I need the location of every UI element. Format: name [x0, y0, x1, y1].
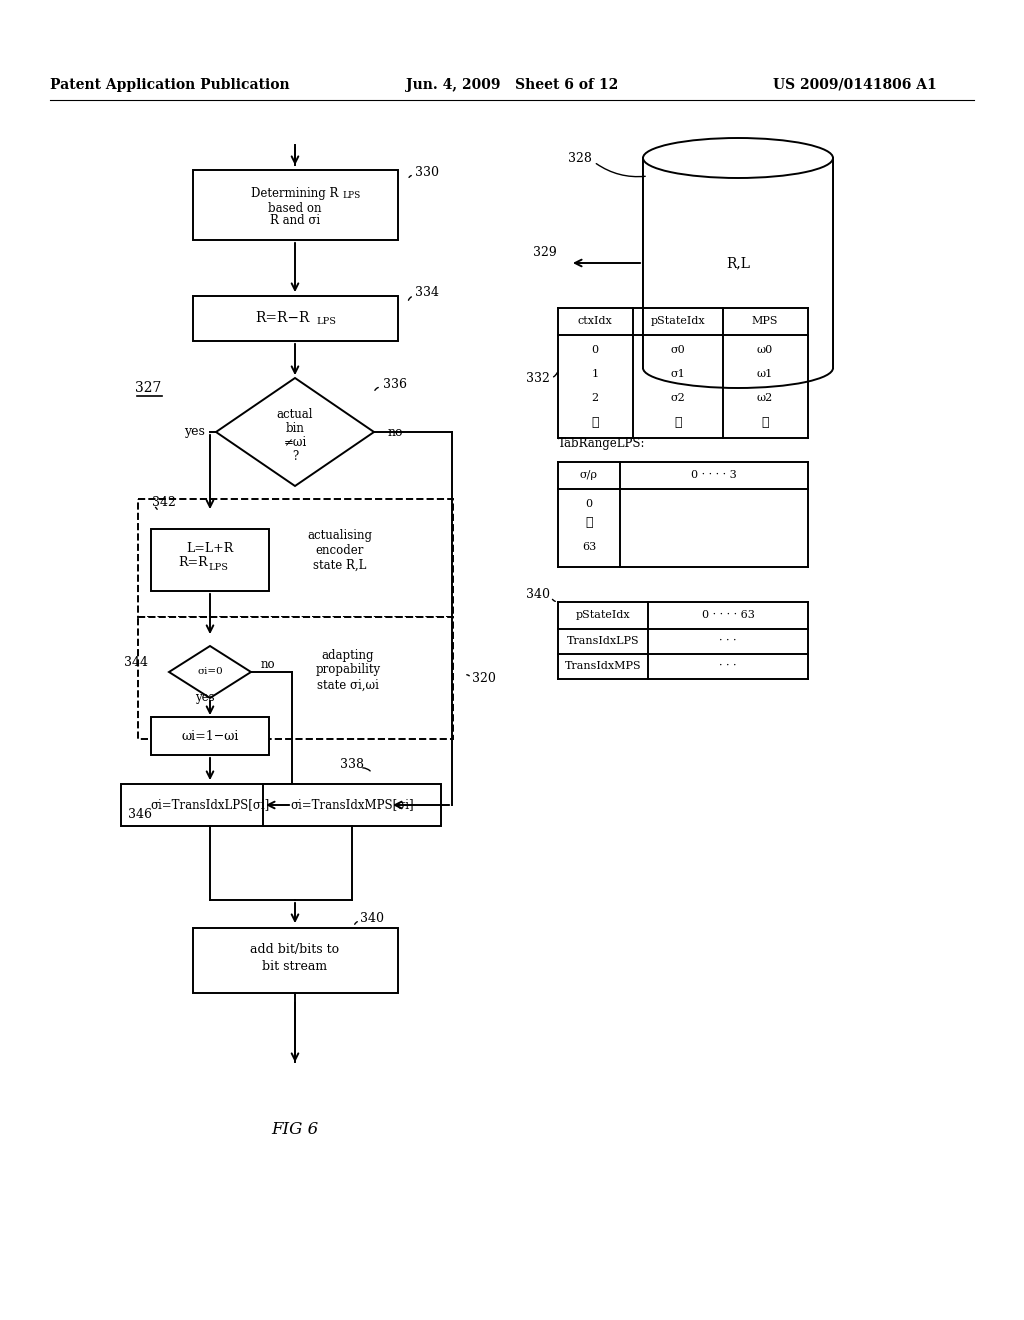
Text: σi=TransIdxMPS[σi]: σi=TransIdxMPS[σi]: [290, 799, 414, 812]
Text: 0: 0: [592, 345, 599, 355]
Text: ctxIdx: ctxIdx: [578, 315, 612, 326]
Text: yes: yes: [196, 690, 215, 704]
Text: Jun. 4, 2009   Sheet 6 of 12: Jun. 4, 2009 Sheet 6 of 12: [406, 78, 618, 92]
Text: 327: 327: [135, 381, 161, 395]
Text: Determining R: Determining R: [251, 186, 339, 199]
Text: state σi,ωi: state σi,ωi: [317, 678, 379, 692]
Text: ≠ωi: ≠ωi: [284, 436, 306, 449]
Text: pStateIdx: pStateIdx: [650, 315, 706, 326]
Text: 336: 336: [383, 378, 407, 391]
Text: based on: based on: [268, 202, 322, 214]
Text: propability: propability: [315, 664, 381, 676]
Text: ω1: ω1: [757, 370, 773, 379]
Text: actualising: actualising: [307, 528, 373, 541]
Text: 340: 340: [526, 587, 550, 601]
Text: · · ·: · · ·: [719, 636, 736, 645]
Text: R and σi: R and σi: [270, 214, 321, 227]
Text: σ1: σ1: [671, 370, 685, 379]
Text: σi=0: σi=0: [198, 668, 223, 676]
Text: state R,L: state R,L: [313, 558, 367, 572]
Text: LPS: LPS: [316, 318, 336, 326]
Text: TransIdxMPS: TransIdxMPS: [564, 661, 641, 671]
Text: US 2009/0141806 A1: US 2009/0141806 A1: [773, 78, 937, 92]
Text: encoder: encoder: [315, 544, 365, 557]
Text: ⋮: ⋮: [586, 516, 593, 528]
Text: bin: bin: [286, 421, 304, 434]
FancyBboxPatch shape: [137, 616, 453, 739]
Text: 332: 332: [526, 371, 550, 384]
Text: TransIdxLPS: TransIdxLPS: [566, 636, 639, 645]
Text: ω0: ω0: [757, 345, 773, 355]
Bar: [643, 158, 833, 368]
Text: 334: 334: [415, 286, 439, 300]
Text: R=R−R: R=R−R: [255, 312, 309, 325]
Text: 320: 320: [472, 672, 496, 685]
FancyBboxPatch shape: [151, 717, 269, 755]
Ellipse shape: [643, 348, 833, 388]
Text: σi=TransIdxLPS[σi]: σi=TransIdxLPS[σi]: [151, 799, 269, 812]
Text: σ/ρ: σ/ρ: [580, 470, 598, 480]
Text: 0 · · · · 3: 0 · · · · 3: [691, 470, 737, 480]
Text: ⋱: ⋱: [674, 416, 682, 429]
Text: yes: yes: [184, 425, 206, 438]
Text: L=L+R: L=L+R: [186, 541, 233, 554]
FancyBboxPatch shape: [193, 170, 397, 240]
FancyBboxPatch shape: [193, 928, 397, 993]
FancyBboxPatch shape: [151, 529, 269, 591]
Text: 0: 0: [586, 499, 593, 510]
Text: ωi=1−ωi: ωi=1−ωi: [181, 730, 239, 742]
Text: actual: actual: [276, 408, 313, 421]
Text: pStateIdx: pStateIdx: [575, 610, 631, 620]
Text: · · ·: · · ·: [719, 661, 736, 671]
Text: 344: 344: [124, 656, 148, 668]
Text: no: no: [387, 425, 402, 438]
Text: σ0: σ0: [671, 345, 685, 355]
Polygon shape: [169, 645, 251, 698]
Text: 330: 330: [415, 165, 439, 178]
Polygon shape: [216, 378, 374, 486]
Text: 328: 328: [568, 152, 592, 165]
Text: R=R: R=R: [178, 557, 208, 569]
Text: add bit/bits to: add bit/bits to: [251, 944, 340, 957]
Text: Patent Application Publication: Patent Application Publication: [50, 78, 290, 92]
Text: 2: 2: [592, 393, 599, 403]
Text: 340: 340: [360, 912, 384, 924]
FancyBboxPatch shape: [193, 296, 397, 341]
Text: R,L: R,L: [726, 256, 750, 271]
Text: ⋱: ⋱: [761, 416, 769, 429]
FancyBboxPatch shape: [137, 499, 453, 616]
Text: TabRangeLPS:: TabRangeLPS:: [558, 437, 645, 450]
Text: bit stream: bit stream: [262, 960, 328, 973]
FancyBboxPatch shape: [121, 784, 299, 826]
Text: LPS: LPS: [208, 562, 228, 572]
FancyBboxPatch shape: [263, 784, 441, 826]
Text: σ2: σ2: [671, 393, 685, 403]
Text: 338: 338: [340, 759, 364, 771]
Text: LPS: LPS: [342, 191, 360, 201]
Text: adapting: adapting: [322, 648, 374, 661]
Text: 0 · · · · 63: 0 · · · · 63: [701, 610, 755, 620]
Text: ⋯: ⋯: [591, 416, 599, 429]
Text: MPS: MPS: [752, 315, 778, 326]
Text: ω2: ω2: [757, 393, 773, 403]
Text: 329: 329: [534, 246, 557, 259]
Text: ?: ?: [292, 450, 298, 462]
Text: 342: 342: [152, 495, 176, 508]
Text: 1: 1: [592, 370, 599, 379]
Ellipse shape: [643, 139, 833, 178]
Text: no: no: [261, 659, 275, 672]
Text: 346: 346: [128, 808, 152, 821]
Text: FIG 6: FIG 6: [271, 1122, 318, 1138]
Text: 63: 63: [582, 543, 596, 552]
